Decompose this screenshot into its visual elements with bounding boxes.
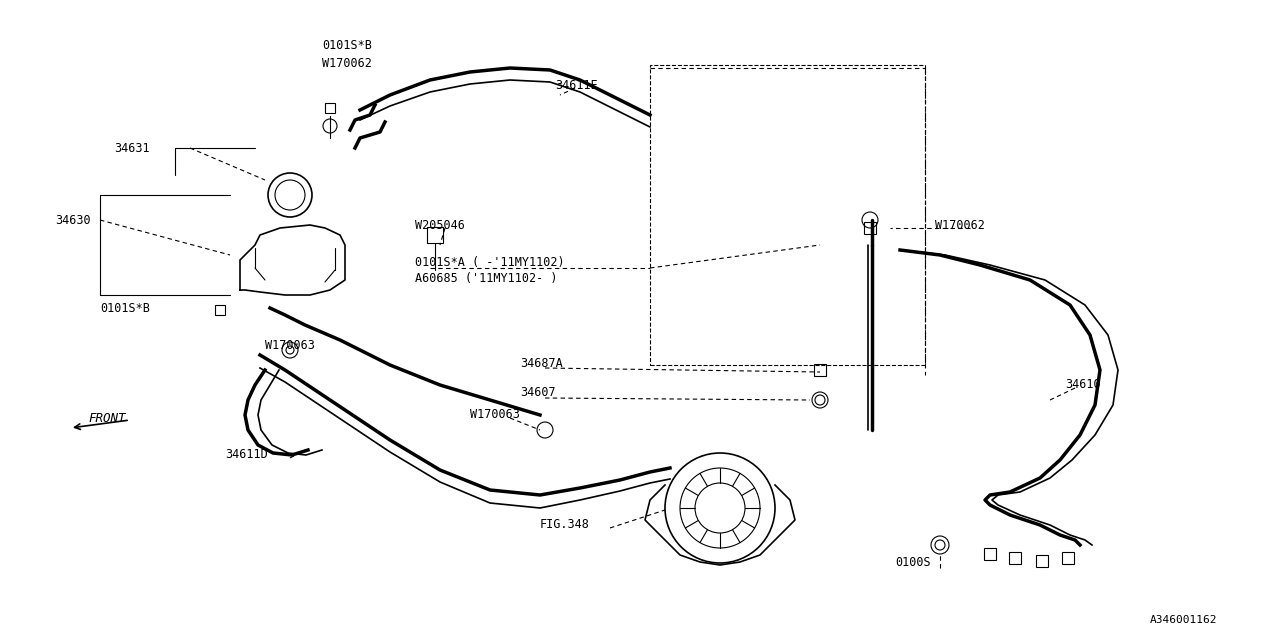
Text: W170062: W170062 [323,56,372,70]
Bar [984,548,996,560]
Text: 0100S: 0100S [895,556,931,568]
Text: 34687A: 34687A [520,356,563,369]
Bar [1009,552,1021,564]
Text: A346001162: A346001162 [1149,615,1217,625]
Text: 34607: 34607 [520,387,556,399]
Text: 0101S*B: 0101S*B [100,301,150,314]
Text: FRONT: FRONT [88,412,125,424]
Text: 34631: 34631 [114,141,150,154]
Bar [1062,552,1074,564]
Bar [814,364,826,376]
Bar [428,227,443,243]
Text: W170063: W170063 [470,408,520,422]
Bar [215,305,225,315]
Text: W170062: W170062 [934,218,984,232]
Bar [650,65,925,365]
Text: 0101S*B: 0101S*B [323,38,372,51]
Bar [864,222,876,234]
Bar [1036,555,1048,567]
Text: A60685 ('11MY1102- ): A60685 ('11MY1102- ) [415,271,558,285]
Text: 34611D: 34611D [225,449,268,461]
Bar [325,103,335,113]
Text: W170063: W170063 [265,339,315,351]
Text: FIG.348: FIG.348 [540,518,590,531]
Text: 34630: 34630 [55,214,91,227]
Text: 34611E: 34611E [556,79,598,92]
Text: W205046: W205046 [415,218,465,232]
Text: 34610: 34610 [1065,378,1101,392]
Text: 0101S*A ( -'11MY1102): 0101S*A ( -'11MY1102) [415,255,564,269]
